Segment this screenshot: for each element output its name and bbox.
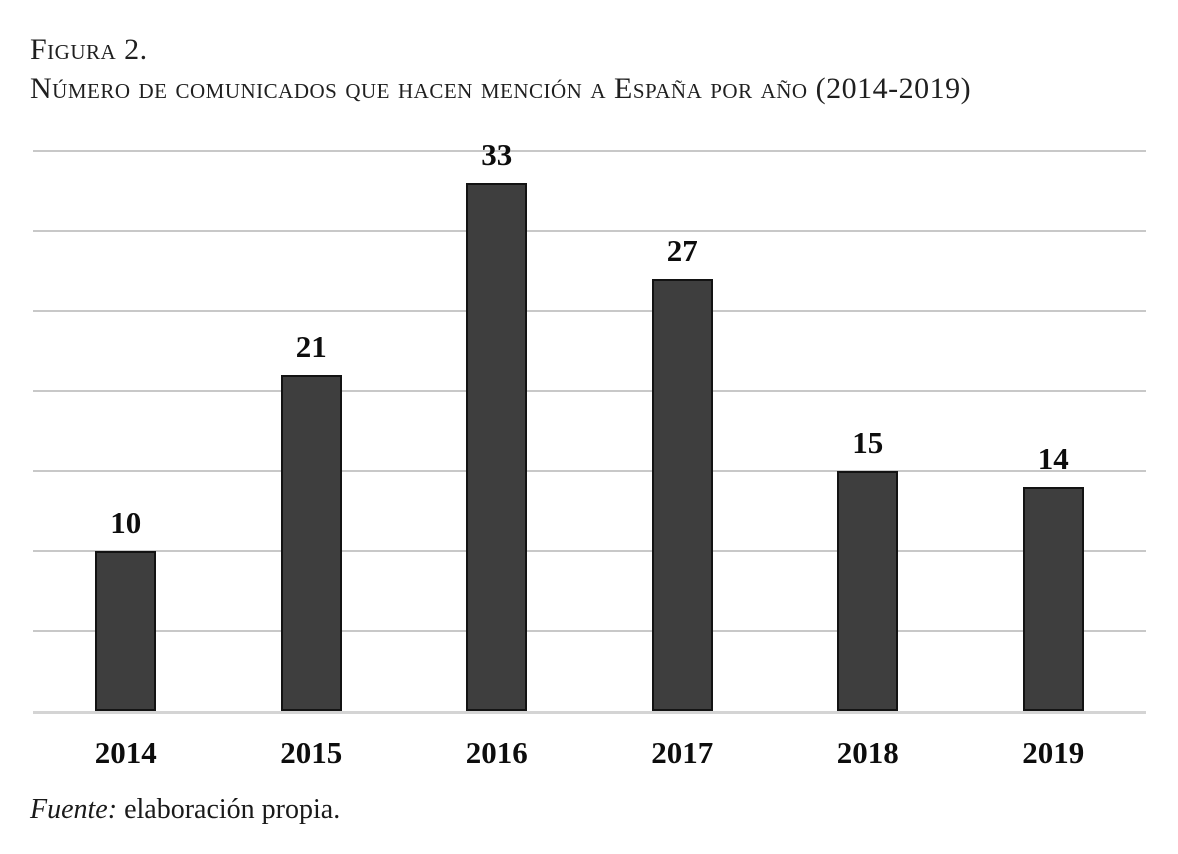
bar-value-label: 21 <box>295 329 327 364</box>
bar-2014 <box>95 551 157 711</box>
figure-caption: Número de comunicados que hacen mención … <box>30 72 972 105</box>
bar-2017 <box>651 279 713 711</box>
source-prefix-label: Fuente: <box>30 794 118 825</box>
bar-value-label: 10 <box>110 505 142 540</box>
x-axis-label: 2015 <box>280 735 343 770</box>
source-text: elaboración propia. <box>117 794 341 825</box>
gridline <box>33 390 1146 392</box>
bar-value-label: 27 <box>666 233 698 268</box>
gridline <box>33 310 1146 312</box>
figure-label: Figura 2. <box>30 33 148 66</box>
x-axis-label: 2016 <box>465 735 528 770</box>
bar-2015 <box>280 375 342 711</box>
gridline <box>33 150 1146 152</box>
x-axis-label: 2017 <box>651 735 714 770</box>
x-axis-line <box>33 711 1146 714</box>
bar-2016 <box>466 183 528 711</box>
gridline <box>33 230 1146 232</box>
bar-value-label: 33 <box>481 137 513 172</box>
gridline <box>33 550 1146 552</box>
gridline <box>33 470 1146 472</box>
bar-2019 <box>1022 487 1084 711</box>
bar-value-label: 14 <box>1037 441 1069 476</box>
x-axis-label: 2019 <box>1022 735 1085 770</box>
source-note: Fuente: elaboración propia. <box>30 794 341 825</box>
bar-2018 <box>837 471 899 711</box>
figure-title-block: Figura 2. Número de comunicados que hace… <box>30 30 1150 108</box>
x-axis-label: 2018 <box>836 735 899 770</box>
x-axis-label: 2014 <box>94 735 157 770</box>
gridline <box>33 630 1146 632</box>
bar-value-label: 15 <box>852 425 884 460</box>
